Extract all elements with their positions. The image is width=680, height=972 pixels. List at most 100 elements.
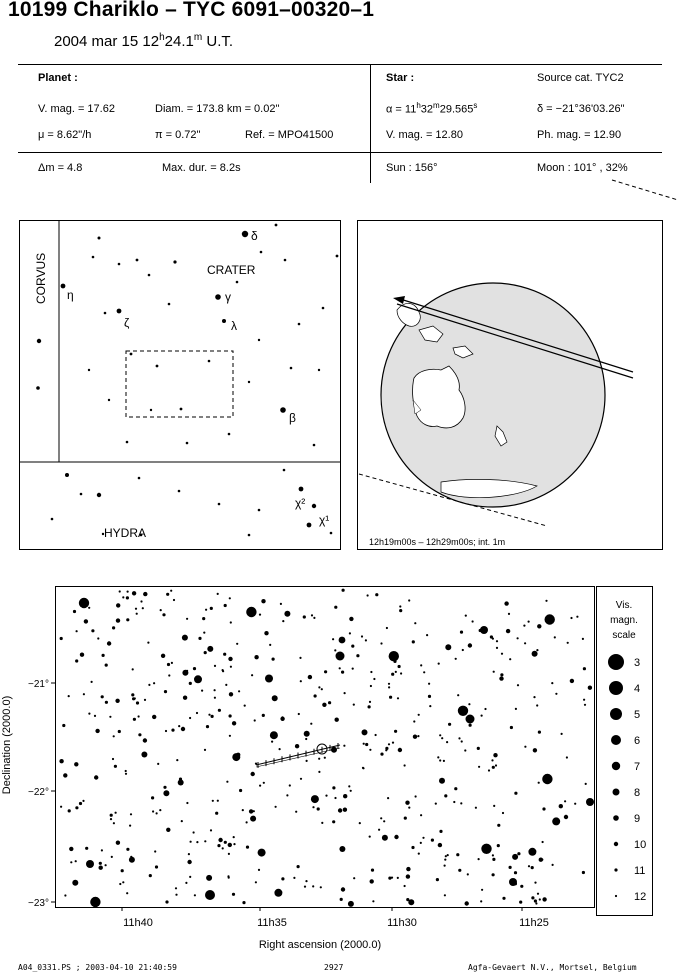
chart-star xyxy=(349,616,354,622)
chart-star xyxy=(397,747,403,753)
chart-star xyxy=(104,663,108,667)
x-axis-label: Right ascension (2000.0) xyxy=(259,939,381,951)
header-divider xyxy=(370,64,371,183)
chart-star xyxy=(389,695,393,699)
chart-star xyxy=(254,881,257,884)
chart-star xyxy=(444,855,447,858)
planet-heading: Planet : xyxy=(38,72,78,84)
chart-star xyxy=(576,615,579,618)
terminator-line xyxy=(358,473,548,527)
chart-star xyxy=(250,771,255,777)
chart-star xyxy=(192,667,197,671)
legend-star-mag-4 xyxy=(609,681,623,695)
star-right-ascension: α = 11h32m29.565s xyxy=(386,101,478,116)
chart-star xyxy=(59,636,63,641)
chart-star xyxy=(126,618,130,622)
chart-star xyxy=(570,616,573,620)
x-tick-11h25: 11h25 xyxy=(519,917,549,929)
chart-star xyxy=(412,734,418,739)
chart-star xyxy=(533,899,538,903)
chart-star xyxy=(168,674,171,677)
chart-star xyxy=(189,716,192,720)
chart-star xyxy=(378,828,381,831)
finder-star xyxy=(177,489,181,493)
chart-star xyxy=(504,601,509,606)
chart-star xyxy=(223,840,227,844)
planet-reference: Ref. = MPO41500 xyxy=(245,129,334,141)
chart-star xyxy=(143,591,148,597)
legend-mag-label: 9 xyxy=(634,813,640,825)
chart-star xyxy=(383,820,386,823)
chart-star xyxy=(253,719,256,722)
chart-star xyxy=(491,854,494,857)
chart-star xyxy=(385,749,388,752)
chart-star xyxy=(513,871,518,875)
chart-star xyxy=(536,704,539,707)
page-title: 10199 Chariklo – TYC 6091–00320–1 xyxy=(8,0,375,21)
chart-star xyxy=(391,741,395,744)
chart-star xyxy=(72,609,77,614)
chart-star xyxy=(443,864,446,867)
star-heading: Star : xyxy=(386,72,415,84)
chart-star xyxy=(100,695,104,699)
chart-star xyxy=(358,822,361,825)
chart-star xyxy=(231,892,236,896)
chart-star xyxy=(353,877,356,880)
chart-star xyxy=(112,822,115,825)
legend-mag-label: 10 xyxy=(634,839,646,851)
star-label-beta: β xyxy=(289,411,296,425)
chart-star xyxy=(114,811,117,814)
finder-star xyxy=(274,223,278,227)
chart-star xyxy=(232,836,235,839)
chart-star xyxy=(165,900,169,904)
chart-star xyxy=(468,703,471,706)
chart-star xyxy=(471,620,474,623)
chart-star xyxy=(286,794,289,797)
chart-star xyxy=(411,640,415,644)
chart-star xyxy=(118,590,121,593)
chart-star-field xyxy=(59,588,594,908)
chart-star xyxy=(112,735,115,738)
chart-star xyxy=(152,714,157,720)
chart-star xyxy=(457,694,460,697)
chart-star xyxy=(581,637,585,640)
chart-star xyxy=(186,801,189,805)
chart-star xyxy=(271,695,278,702)
chart-star xyxy=(397,664,401,669)
chart-star xyxy=(533,696,536,699)
chart-star xyxy=(159,609,162,612)
moon-direction-line xyxy=(611,179,679,201)
chart-star xyxy=(338,667,341,670)
chart-star xyxy=(115,618,121,623)
chart-star xyxy=(400,672,403,675)
chart-star xyxy=(295,810,298,813)
chart-star xyxy=(188,681,192,685)
target-field-box xyxy=(125,350,234,418)
chart-star xyxy=(288,784,291,787)
chart-star xyxy=(361,729,368,736)
chart-star xyxy=(420,814,423,817)
chart-star xyxy=(310,614,314,617)
chart-star xyxy=(63,773,68,778)
chart-star xyxy=(403,816,407,820)
chart-star xyxy=(157,762,160,765)
chart-star xyxy=(583,703,587,706)
chart-star xyxy=(187,859,192,865)
finder-star xyxy=(137,476,141,480)
finder-star xyxy=(289,366,293,370)
chart-star xyxy=(437,756,440,759)
chart-star xyxy=(137,715,140,718)
chart-star xyxy=(375,593,379,597)
chart-star xyxy=(202,617,206,621)
chart-star xyxy=(171,728,175,732)
chart-star xyxy=(299,656,302,659)
chart-star xyxy=(519,900,523,904)
chart-star xyxy=(154,850,157,853)
legend-mag-label: 5 xyxy=(634,709,640,721)
chart-star xyxy=(318,686,321,689)
chart-star xyxy=(342,807,348,812)
chart-star xyxy=(527,620,530,623)
finder-star xyxy=(247,533,251,537)
delta-mag: Δm = 4.8 xyxy=(38,162,83,174)
chart-star xyxy=(203,651,207,655)
